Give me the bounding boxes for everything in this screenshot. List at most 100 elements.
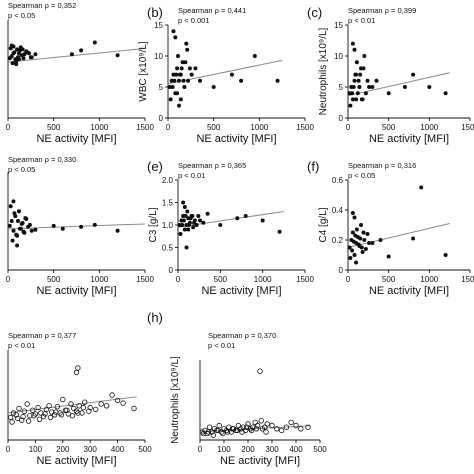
data-point: [175, 66, 180, 71]
data-point: [176, 54, 180, 58]
data-point: [75, 410, 81, 416]
x-tick-label: 1500: [296, 275, 314, 284]
data-point: [359, 223, 363, 227]
x-tick-label: 500: [214, 275, 228, 284]
data-point: [75, 365, 81, 371]
data-point: [353, 72, 358, 77]
panel-g: 0 100 200 300 400 500 NE activity [MFI] Spearma…: [6, 331, 152, 467]
y-tick-label: 15: [154, 21, 163, 30]
data-point: [181, 218, 186, 223]
data-point: [186, 78, 191, 83]
data-point: [354, 260, 359, 265]
data-point: [21, 56, 26, 61]
data-point: [193, 66, 198, 71]
regression-line: [347, 223, 450, 248]
data-point: [235, 422, 242, 429]
data-point: [131, 405, 137, 412]
data-point: [20, 413, 26, 420]
data-point: [354, 97, 359, 102]
data-point: [29, 55, 34, 60]
y-tick-label: 1.0: [162, 221, 174, 230]
data-point: [173, 35, 178, 40]
data-point: [192, 220, 197, 225]
data-point: [58, 412, 65, 418]
data-point: [443, 91, 448, 96]
data-point: [167, 85, 172, 89]
data-point: [7, 56, 12, 61]
data-point: [352, 78, 357, 83]
data-point: [215, 427, 221, 434]
data-point: [224, 429, 231, 435]
y-axis-label: C4 [g/L]: [318, 207, 329, 242]
regression-line: [7, 47, 146, 63]
p-value-label: p < 0.05: [8, 11, 35, 20]
data-point: [175, 91, 180, 96]
data-point: [51, 223, 56, 228]
data-point: [363, 247, 368, 251]
x-tick-label: 300: [265, 445, 279, 454]
y-axis-label: C3 [g/L]: [148, 207, 159, 242]
p-value-label: p < 0.01: [348, 16, 375, 25]
data-point: [183, 214, 188, 218]
data-point: [352, 253, 357, 257]
data-point: [363, 91, 368, 96]
data-point: [350, 97, 355, 102]
x-axis-label: NE activity [MFI]: [196, 133, 276, 145]
data-point: [42, 411, 48, 417]
data-point: [69, 52, 74, 57]
data-point: [7, 414, 14, 421]
regression-line: [347, 72, 450, 97]
data-point: [365, 78, 370, 83]
data-point: [174, 72, 179, 77]
data-point: [260, 218, 265, 223]
data-point: [14, 62, 19, 67]
data-point: [350, 211, 355, 215]
x-axis-label: NE activity [MFI]: [36, 285, 116, 297]
data-point: [367, 85, 372, 89]
panel-e: 0 500 1000 1500 0 0.5 1.0 1.5 2.0 NE activity [MF…: [148, 161, 314, 297]
data-point: [14, 59, 19, 64]
data-point: [177, 72, 182, 77]
data-point: [253, 426, 260, 432]
data-point: [350, 91, 355, 96]
regression-line: [7, 223, 146, 230]
y-axis-label: Neutrophils [x10⁹/L]: [318, 27, 329, 115]
data-point: [351, 85, 356, 89]
data-point: [443, 253, 448, 257]
data-point: [22, 52, 27, 57]
data-point: [60, 226, 65, 231]
p-value-label: p < 0.001: [178, 16, 210, 25]
data-point: [15, 243, 20, 248]
data-point: [179, 66, 184, 71]
panel-label-f: (f): [307, 159, 319, 174]
p-value-label: p < 0.05: [348, 171, 375, 180]
data-point: [11, 199, 16, 204]
data-point: [40, 413, 47, 420]
data-point: [9, 419, 15, 425]
data-point: [352, 47, 357, 52]
data-point: [277, 229, 282, 234]
data-point: [293, 422, 299, 429]
data-point: [19, 221, 24, 226]
data-point: [10, 238, 15, 243]
x-tick-label: 300: [84, 445, 98, 454]
data-point: [171, 29, 176, 34]
data-point: [198, 78, 202, 83]
x-tick-label: 1000: [420, 275, 438, 284]
data-point: [352, 215, 357, 220]
data-point: [30, 407, 36, 413]
data-point: [386, 91, 391, 96]
data-point: [35, 404, 41, 411]
data-point: [120, 400, 126, 406]
data-point: [252, 419, 258, 426]
x-tick-label: 200: [56, 445, 70, 454]
y-tick-label: 10: [334, 52, 343, 61]
data-point: [216, 422, 222, 429]
y-axis-label: WBC [x10⁹/L]: [138, 41, 149, 102]
data-point: [178, 232, 183, 236]
data-point: [53, 409, 59, 415]
data-point: [298, 426, 304, 432]
y-tick-label: 5: [339, 83, 344, 92]
data-point: [92, 406, 99, 413]
